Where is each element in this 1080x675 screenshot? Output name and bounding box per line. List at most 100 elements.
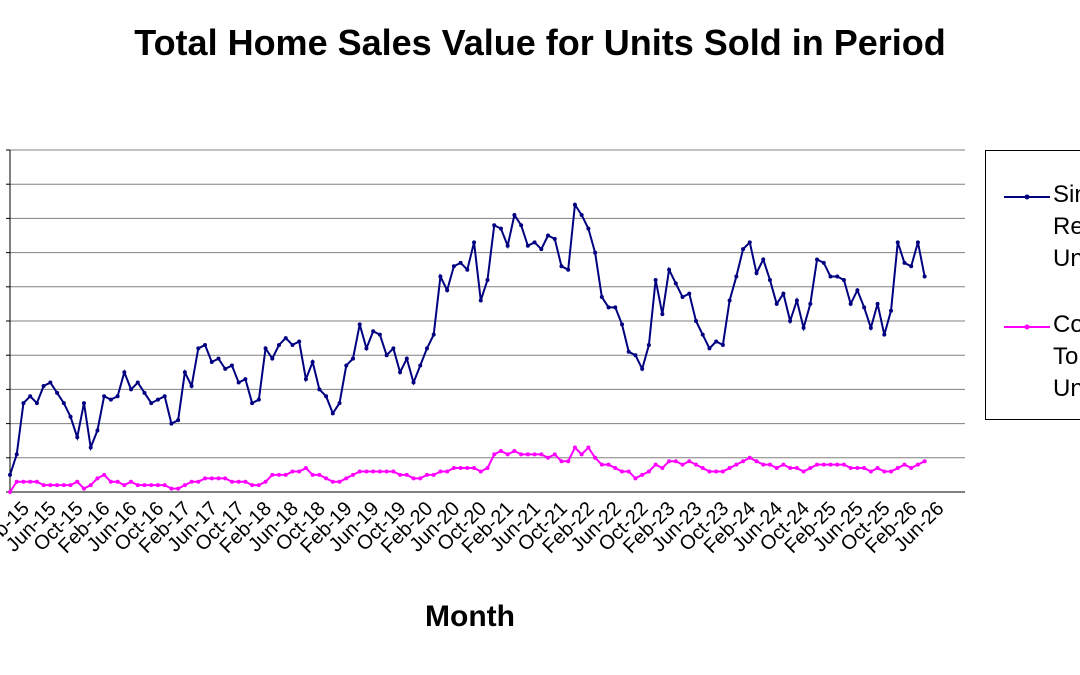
series-1-point-1 <box>14 452 19 457</box>
series-1-point-62 <box>424 346 429 351</box>
series-2-point-108 <box>734 462 739 467</box>
series-2-point-39 <box>270 472 275 477</box>
series-1-point-4 <box>34 401 39 406</box>
series-2-point-0 <box>8 490 12 494</box>
series-1-point-101 <box>687 291 692 296</box>
series-2-point-18 <box>129 479 134 484</box>
series-2-point-129 <box>875 466 880 471</box>
series-2-point-3 <box>28 479 33 484</box>
series-2-point-36 <box>250 483 255 488</box>
series-1-point-122 <box>828 274 833 279</box>
series-2-point-24 <box>169 486 174 491</box>
series-2-point-116 <box>788 466 793 471</box>
series-2-point-78 <box>532 452 537 457</box>
series-1-point-88 <box>599 295 604 300</box>
series-2-point-106 <box>720 469 725 474</box>
series-2-point-103 <box>700 466 705 471</box>
series-2-point-67 <box>458 466 463 471</box>
series-2 <box>8 445 927 494</box>
series-2-point-98 <box>667 459 672 464</box>
series-1-point-130 <box>882 332 887 337</box>
series-2-point-134 <box>909 466 914 471</box>
series-1-point-14 <box>102 394 107 399</box>
series-2-point-50 <box>344 476 349 481</box>
series-1-point-115 <box>781 291 786 296</box>
series-1-point-84 <box>572 202 577 207</box>
series-1-point-37 <box>256 397 261 402</box>
series-2-point-100 <box>680 462 685 467</box>
series-2-point-68 <box>465 466 470 471</box>
series-1-point-19 <box>135 380 140 385</box>
series-1-point-87 <box>593 250 598 255</box>
series-2-point-57 <box>391 469 396 474</box>
series-2-point-62 <box>424 472 429 477</box>
series-2-point-9 <box>68 483 73 488</box>
series-2-point-110 <box>747 455 752 460</box>
legend-swatch-series-2 <box>1004 324 1050 330</box>
series-2-point-104 <box>707 469 712 474</box>
series-2-point-131 <box>889 469 894 474</box>
series-2-point-101 <box>687 459 692 464</box>
series-2-point-133 <box>902 462 907 467</box>
series-1-point-118 <box>801 325 806 330</box>
series-2-point-125 <box>848 466 853 471</box>
series-1-point-38 <box>263 346 268 351</box>
series-2-point-79 <box>539 452 544 457</box>
series-1-point-126 <box>855 288 860 293</box>
series-1-point-39 <box>270 356 275 361</box>
series-1-point-69 <box>472 240 477 245</box>
series-1-point-117 <box>794 298 799 303</box>
series-1-point-40 <box>277 342 282 347</box>
legend-label-series-2: Co To Un <box>1053 311 1080 402</box>
series-1-point-60 <box>411 380 416 385</box>
series-1-point-43 <box>297 339 302 344</box>
series-2-point-54 <box>371 469 376 474</box>
series-2-point-87 <box>593 455 598 460</box>
series-2-point-45 <box>310 472 315 477</box>
grid-lines <box>10 149 965 459</box>
series-2-point-122 <box>828 462 833 467</box>
series-2-point-76 <box>519 452 524 457</box>
series-1-point-25 <box>176 418 181 423</box>
series-2-point-63 <box>431 472 436 477</box>
series-2-point-112 <box>761 462 766 467</box>
series-1-point-78 <box>532 240 537 245</box>
series-1-point-77 <box>525 243 530 248</box>
series-2-point-58 <box>398 472 403 477</box>
series-2-point-132 <box>895 466 900 471</box>
series-1-point-46 <box>317 387 322 392</box>
series-2-point-21 <box>149 483 154 488</box>
series-2-point-135 <box>915 462 920 467</box>
series-1-point-18 <box>129 387 134 392</box>
series-2-point-41 <box>283 472 288 477</box>
series-1-point-121 <box>821 260 826 265</box>
series-2-point-99 <box>673 459 678 464</box>
series-2-point-40 <box>277 472 282 477</box>
series-2-point-34 <box>236 479 241 484</box>
series-2-point-27 <box>189 479 194 484</box>
series-1-point-28 <box>196 346 201 351</box>
series-1-point-112 <box>761 257 766 262</box>
series-2-point-4 <box>34 479 39 484</box>
series-2-point-26 <box>182 483 187 488</box>
series-2-point-96 <box>653 462 658 467</box>
series-1-point-59 <box>404 356 409 361</box>
series-1-point-111 <box>754 271 759 276</box>
series-1-point-127 <box>862 305 867 310</box>
series-2-point-70 <box>478 469 483 474</box>
series-1-point-63 <box>431 332 436 337</box>
series-2-point-123 <box>835 462 840 467</box>
series-2-point-109 <box>741 459 746 464</box>
series-2-point-82 <box>559 459 564 464</box>
series-2-point-81 <box>552 452 557 457</box>
series-1-point-81 <box>552 236 557 241</box>
series-2-point-115 <box>781 462 786 467</box>
series-1-point-94 <box>640 366 645 371</box>
series-2-point-12 <box>88 483 93 488</box>
series-2-point-85 <box>579 452 584 457</box>
series-2-point-23 <box>162 483 167 488</box>
series-1-point-64 <box>438 274 443 279</box>
series-2-point-14 <box>102 472 107 477</box>
series-1-point-100 <box>680 295 685 300</box>
series-1-point-15 <box>108 397 113 402</box>
